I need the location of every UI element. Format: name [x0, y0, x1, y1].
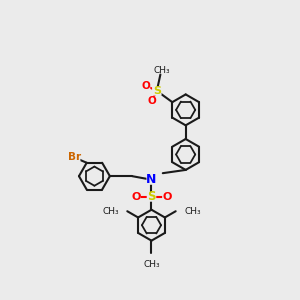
FancyBboxPatch shape: [131, 193, 141, 201]
Text: Br: Br: [68, 152, 81, 162]
Text: S: S: [147, 190, 156, 203]
Text: CH₃: CH₃: [153, 66, 170, 75]
FancyBboxPatch shape: [162, 193, 172, 201]
Text: O: O: [147, 96, 156, 106]
FancyBboxPatch shape: [141, 81, 150, 90]
Text: CH₃: CH₃: [184, 207, 201, 216]
Text: O: O: [162, 192, 172, 202]
FancyBboxPatch shape: [152, 86, 162, 96]
Text: CH₃: CH₃: [102, 207, 119, 216]
FancyBboxPatch shape: [146, 175, 157, 185]
Text: S: S: [153, 86, 161, 96]
Text: O: O: [141, 80, 150, 91]
Text: N: N: [146, 173, 157, 186]
Text: =: =: [146, 190, 157, 202]
Text: O: O: [131, 192, 141, 202]
FancyBboxPatch shape: [147, 97, 156, 106]
FancyBboxPatch shape: [68, 153, 80, 162]
Text: CH₃: CH₃: [143, 260, 160, 269]
FancyBboxPatch shape: [147, 192, 156, 202]
